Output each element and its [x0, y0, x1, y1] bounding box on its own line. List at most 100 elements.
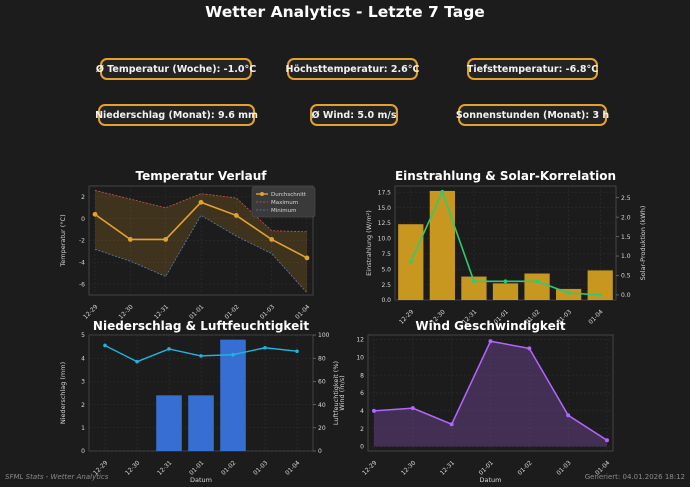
- chart3-area-fill: [374, 341, 607, 447]
- chart1-bar-irradiance: [429, 190, 455, 300]
- chart3-xtick-label: 12-30: [400, 459, 417, 476]
- chart2-xtick-label: 01-02: [220, 459, 237, 476]
- chart2-xtick-label: 12-30: [124, 459, 141, 476]
- chart1-y2tick-label: 2.0: [621, 214, 631, 221]
- chart0-legend-label: Durchschnitt: [271, 192, 307, 198]
- chart2-point-humidity: [231, 352, 235, 357]
- chart3-point-wind: [527, 346, 532, 351]
- chart0-legend-label: Maximum: [271, 200, 298, 206]
- chart0-point-average: [127, 237, 133, 242]
- chart2-ytick-label: 4: [81, 355, 85, 362]
- footer-source: SFML Stats - Wetter Analytics: [5, 473, 109, 481]
- chart0-legend-marker: [260, 192, 264, 196]
- chart1-ytick-label: 7.5: [381, 251, 391, 258]
- chart2-xtick-label: 01-04: [284, 459, 301, 476]
- chart2-y2tick-label: 20: [318, 425, 326, 432]
- chart2-xlabel: Datum: [190, 476, 212, 484]
- chart1-point-solar: [440, 189, 445, 194]
- chart0-ytick-label: 2: [81, 194, 85, 201]
- chart1-ytick-label: 2.5: [381, 282, 391, 289]
- chart1-point-solar: [535, 279, 539, 284]
- chart0-ytick-label: -4: [79, 260, 85, 267]
- chart2-ylabel: Niederschlag (mm): [59, 362, 67, 424]
- chart3-point-wind: [605, 438, 609, 443]
- chart2-point-humidity: [135, 359, 139, 364]
- chart0-series-maximum: [94, 189, 308, 233]
- chart1-bar-irradiance: [492, 283, 519, 300]
- chart1-y2label: Solar-Produktion (kWh): [639, 206, 647, 281]
- chart0-point-average: [269, 237, 275, 242]
- chart2-xtick-label: 01-03: [252, 459, 269, 476]
- stat-min-temperature: Tiefsttemperatur: -6.8°C: [467, 58, 598, 80]
- chart2-title: Niederschlag & Luftfeuchtigkeit: [93, 319, 309, 333]
- chart2-y2tick-label: 60: [318, 379, 326, 386]
- chart3-point-wind: [488, 339, 493, 344]
- chart3-point-wind: [372, 408, 376, 413]
- chart3-ylabel: Wind (m/s): [338, 375, 346, 410]
- chart0-ytick-label: -6: [79, 281, 85, 288]
- chart2-y2tick-label: 40: [318, 402, 326, 409]
- chart1-point-solar: [503, 279, 508, 284]
- chart1-ytick-label: 10.0: [378, 236, 392, 243]
- chart1-point-solar: [408, 259, 413, 264]
- chart1-ytick-label: 15.0: [378, 205, 392, 212]
- chart2-xtick-label: 01-01: [188, 459, 205, 476]
- chart2-bar-precipitation: [220, 339, 246, 451]
- stat-avg-wind: Ø Wind: 5.0 m/s: [310, 104, 398, 126]
- stat-max-temperature: Höchsttemperatur: 2.6°C: [286, 58, 419, 80]
- chart2-ytick-label: 2: [81, 402, 85, 409]
- chart3-point-wind: [410, 406, 415, 411]
- chart1-point-solar: [566, 291, 571, 295]
- chart3-ytick-label: 6: [360, 390, 364, 397]
- chart3-title: Wind Geschwindigkeit: [415, 319, 565, 333]
- chart1-bar-irradiance: [461, 276, 487, 300]
- chart2-y2tick-label: 0: [318, 448, 322, 455]
- chart0-point-average: [163, 237, 169, 242]
- chart3-point-wind: [449, 422, 454, 427]
- chart2-point-humidity: [199, 354, 203, 358]
- chart0-title: Temperatur Verlauf: [135, 169, 267, 183]
- chart1-xtick-label: 01-04: [587, 308, 604, 325]
- chart2-bar-precipitation: [188, 395, 214, 451]
- footer-timestamp: Generiert: 04.01.2026 18:12: [584, 473, 685, 481]
- chart2-point-humidity: [103, 343, 107, 348]
- chart2-y2tick-label: 100: [318, 332, 330, 339]
- chart3-xtick-label: 01-03: [555, 459, 572, 476]
- chart1-y2tick-label: 1.0: [621, 253, 631, 260]
- chart2-ytick-label: 0: [81, 448, 85, 455]
- chart0-point-average: [198, 199, 204, 205]
- chart0-legend-label: Minimum: [271, 208, 297, 214]
- chart1-ytick-label: 0.0: [381, 297, 391, 304]
- chart3-ytick-label: 10: [356, 355, 364, 362]
- chart1-y2tick-label: 0.5: [621, 273, 631, 280]
- chart1-point-solar: [598, 293, 603, 297]
- chart1-bar-irradiance: [524, 273, 550, 300]
- chart2-y2tick-label: 80: [318, 355, 326, 362]
- chart3-xtick-label: 12-31: [439, 459, 456, 476]
- chart3-xtick-label: 01-01: [478, 459, 495, 476]
- chart0-ylabel: Temperatur (°C): [59, 214, 67, 267]
- stat-precipitation: Niederschlag (Monat): 9.6 mm: [95, 104, 258, 126]
- chart3-ytick-label: 12: [356, 337, 364, 344]
- stat-sun-hours: Sonnenstunden (Monat): 3 h: [456, 104, 609, 126]
- chart0-ytick-label: -2: [79, 238, 85, 245]
- chart3-ytick-label: 2: [360, 426, 364, 433]
- chart2-point-humidity: [295, 349, 299, 354]
- chart1-point-solar: [472, 279, 476, 284]
- chart2-y2label: Luftfeuchtigkeit (%): [332, 361, 340, 425]
- chart1-ytick-label: 5.0: [381, 266, 391, 273]
- chart2-ytick-label: 5: [81, 332, 85, 339]
- chart1-y2tick-label: 0.0: [621, 292, 631, 299]
- chart3-point-wind: [566, 413, 571, 418]
- stat-avg-temperature: Ø Temperatur (Woche): -1.0°C: [96, 58, 256, 80]
- chart1-y2tick-label: 1.5: [621, 234, 631, 241]
- chart1-ytick-label: 12.5: [378, 220, 392, 227]
- chart1-y2tick-label: 2.5: [621, 195, 631, 202]
- chart1-xtick-label: 12-29: [398, 308, 415, 325]
- chart2-point-humidity: [167, 347, 171, 351]
- chart2-ytick-label: 3: [81, 379, 85, 386]
- chart0-point-average: [304, 255, 310, 261]
- chart2-xtick-label: 12-31: [156, 459, 173, 476]
- chart3-ytick-label: 4: [360, 408, 364, 415]
